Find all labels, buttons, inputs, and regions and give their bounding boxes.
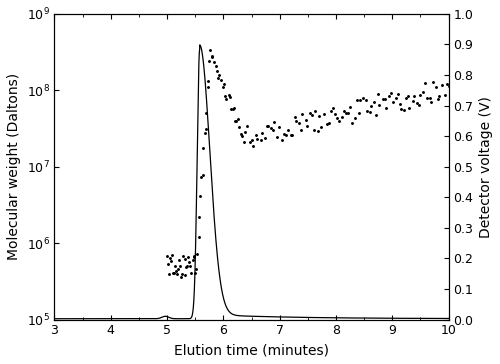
- Y-axis label: Molecular weight (Daltons): Molecular weight (Daltons): [7, 73, 21, 260]
- Y-axis label: Detector voltage (V): Detector voltage (V): [479, 96, 493, 238]
- X-axis label: Elution time (minutes): Elution time (minutes): [174, 343, 329, 357]
